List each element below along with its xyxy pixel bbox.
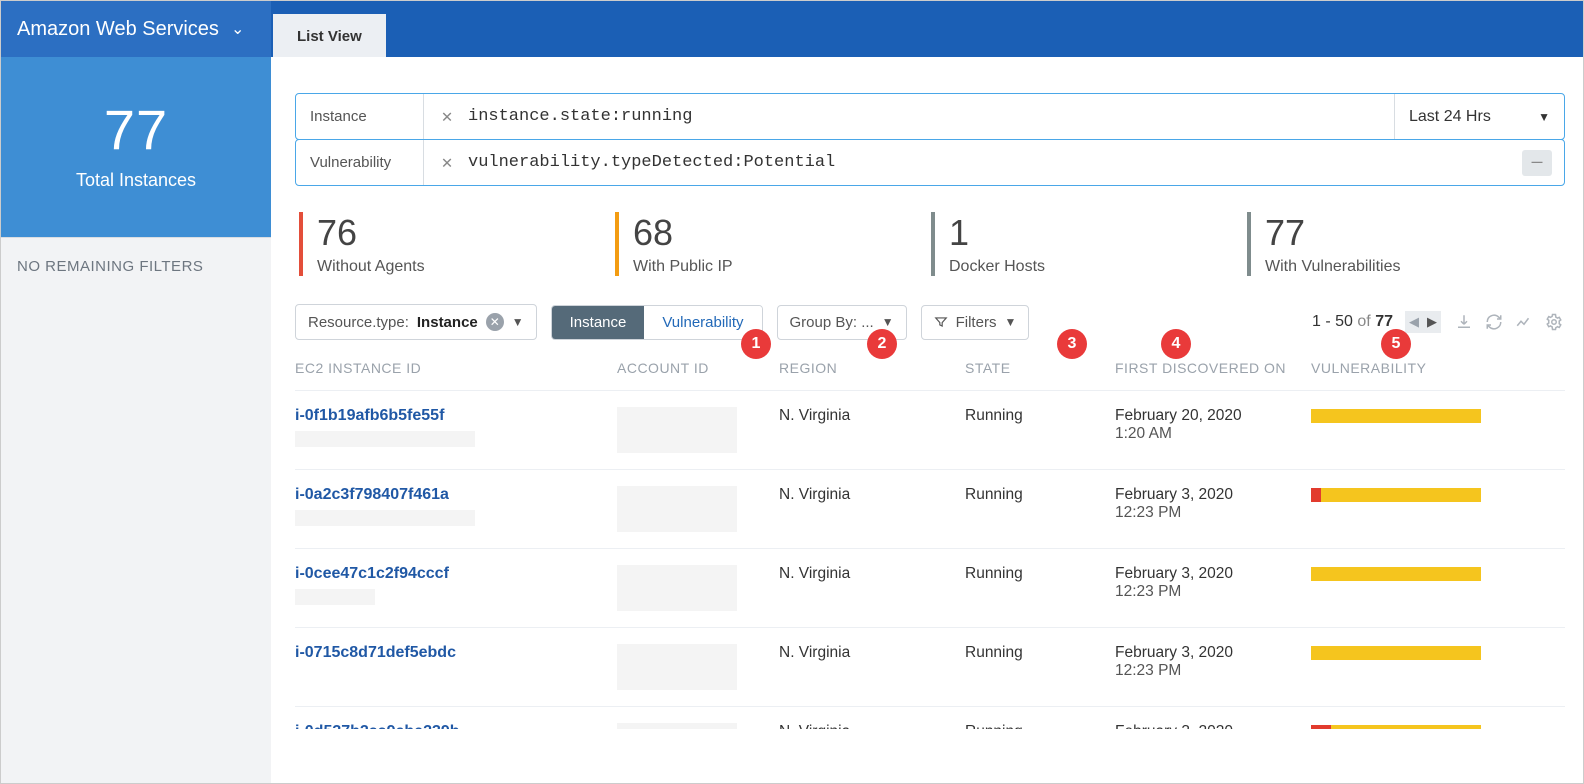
table-header: EC2 INSTANCE IDACCOUNT IDREGIONSTATEFIRS… [295, 360, 1565, 391]
instance-id-link[interactable]: i-0d537b2aa9ebe239b [295, 723, 617, 729]
stat-value: 68 [633, 212, 931, 254]
pagination-arrows: ◀ ▶ [1405, 311, 1441, 333]
time-range-dropdown[interactable]: Last 24 Hrs▼ [1394, 94, 1564, 139]
chevron-down-icon: ▼ [1004, 315, 1016, 329]
prev-page-button[interactable]: ◀ [1405, 311, 1423, 333]
filters-label: Filters [956, 314, 997, 331]
segment-instance[interactable]: Instance [552, 306, 645, 339]
instances-table: EC2 INSTANCE IDACCOUNT IDREGIONSTATEFIRS… [295, 360, 1565, 729]
filter-icon [934, 315, 948, 329]
search-row-label: Vulnerability [296, 140, 424, 185]
chevron-down-icon: ▼ [882, 315, 894, 329]
column-header[interactable]: FIRST DISCOVERED ON [1115, 360, 1311, 376]
callout-badge-4: 4 [1161, 329, 1191, 359]
refresh-icon[interactable] [1483, 311, 1505, 333]
instance-id-link[interactable]: i-0a2c3f798407f461a [295, 486, 617, 504]
next-page-button[interactable]: ▶ [1423, 311, 1441, 333]
table-body[interactable]: i-0f1b19afb6b5fe55fN. VirginiaRunningFeb… [295, 391, 1565, 729]
stat-without-agents[interactable]: 76 Without Agents [299, 212, 615, 276]
vulnerability-bar [1311, 646, 1481, 660]
close-icon[interactable]: ✕ [486, 313, 504, 331]
redacted [295, 510, 475, 526]
sidebar-filters: NO REMAINING FILTERS [1, 237, 271, 783]
search-query-text: vulnerability.typeDetected:Potential [468, 153, 835, 172]
search-row-label: Instance [296, 94, 424, 139]
instance-id-link[interactable]: i-0cee47c1c2f94cccf [295, 565, 617, 583]
provider-dropdown[interactable]: Amazon Web Services ⌄ [1, 1, 271, 57]
download-icon[interactable] [1453, 311, 1475, 333]
sidebar: 77 Total Instances NO REMAINING FILTERS [1, 57, 271, 783]
redacted [295, 589, 375, 605]
clear-icon[interactable]: ✕ [436, 106, 458, 128]
right-tools: 1 - 50 of 77 ◀ ▶ [1312, 311, 1565, 333]
no-remaining-filters-label: NO REMAINING FILTERS [17, 258, 255, 275]
search-row-vulnerability: Vulnerability ✕ vulnerability.typeDetected… [295, 139, 1565, 186]
stats-row: 76 Without Agents 68 With Public IP 1 Docker … [295, 212, 1565, 276]
table-row[interactable]: i-0f1b19afb6b5fe55fN. VirginiaRunningFeb… [295, 391, 1565, 470]
total-instances-card: 77 Total Instances [1, 57, 271, 237]
stat-docker-hosts[interactable]: 1 Docker Hosts [931, 212, 1247, 276]
column-header[interactable]: EC2 INSTANCE ID [295, 360, 617, 376]
filters-button[interactable]: Filters ▼ [921, 305, 1030, 340]
chevron-down-icon: ⌄ [231, 19, 244, 39]
column-header[interactable]: ACCOUNT ID [617, 360, 779, 376]
top-bar: Amazon Web Services ⌄ List View [1, 1, 1583, 57]
view-segment: InstanceVulnerability [551, 305, 763, 340]
instance-id-link[interactable]: i-0715c8d71def5ebdc [295, 644, 617, 662]
vulnerability-bar [1311, 409, 1481, 423]
resource-type-chip[interactable]: Resource.type: Instance ✕ ▼ [295, 304, 537, 340]
table-row[interactable]: i-0715c8d71def5ebdcN. VirginiaRunningFeb… [295, 628, 1565, 707]
total-instances-value: 77 [11, 97, 261, 162]
callout-badge-5: 5 [1381, 329, 1411, 359]
column-header[interactable]: REGION [779, 360, 965, 376]
main-panel: Instance ✕ instance.state:running Last 24 H… [271, 57, 1583, 783]
chart-icon[interactable] [1513, 311, 1535, 333]
redacted [617, 723, 737, 729]
stat-label: With Public IP [633, 258, 931, 276]
provider-label: Amazon Web Services [17, 18, 219, 41]
table-row[interactable]: i-0cee47c1c2f94cccfN. VirginiaRunningFeb… [295, 549, 1565, 628]
pagination-info: 1 - 50 of 77 [1312, 313, 1393, 331]
search-input[interactable]: ✕ instance.state:running [424, 94, 1394, 139]
callout-badge-3: 3 [1057, 329, 1087, 359]
column-header[interactable]: STATE [965, 360, 1115, 376]
resource-type-value: Instance [417, 314, 478, 331]
chevron-down-icon: ▼ [512, 315, 524, 329]
redacted [617, 407, 737, 453]
instance-id-link[interactable]: i-0f1b19afb6b5fe55f [295, 407, 617, 425]
stat-value: 77 [1265, 212, 1563, 254]
stat-with-public-ip[interactable]: 68 With Public IP [615, 212, 931, 276]
callout-badge-1: 1 [741, 329, 771, 359]
search-input[interactable]: ✕ vulnerability.typeDetected:Potential — [424, 140, 1564, 185]
total-instances-label: Total Instances [11, 170, 261, 191]
search-query-text: instance.state:running [468, 107, 692, 126]
stat-label: Docker Hosts [949, 258, 1247, 276]
vulnerability-bar [1311, 725, 1481, 729]
redacted [617, 644, 737, 690]
vulnerability-bar [1311, 567, 1481, 581]
redacted [617, 565, 737, 611]
vulnerability-bar [1311, 488, 1481, 502]
gear-icon[interactable] [1543, 311, 1565, 333]
tab-list-view[interactable]: List View [273, 14, 386, 57]
callout-badge-2: 2 [867, 329, 897, 359]
stat-label: With Vulnerabilities [1265, 258, 1563, 276]
tab-list: List View [271, 1, 386, 57]
resource-type-prefix: Resource.type: [308, 314, 409, 331]
redacted [617, 486, 737, 532]
controls-row: Resource.type: Instance ✕ ▼ InstanceVuln… [295, 304, 1565, 340]
stat-label: Without Agents [317, 258, 615, 276]
table-row[interactable]: i-0d537b2aa9ebe239bN. VirginiaRunningFeb… [295, 707, 1565, 729]
column-header[interactable]: VULNERABILITY [1311, 360, 1565, 376]
stat-value: 76 [317, 212, 615, 254]
stat-value: 1 [949, 212, 1247, 254]
search-filter-rows: Instance ✕ instance.state:running Last 24 H… [295, 93, 1565, 186]
collapse-icon[interactable]: — [1522, 150, 1552, 176]
group-by-label: Group By: ... [790, 314, 874, 331]
search-row-instance: Instance ✕ instance.state:running Last 24 H… [295, 93, 1565, 140]
clear-icon[interactable]: ✕ [436, 152, 458, 174]
table-row[interactable]: i-0a2c3f798407f461aN. VirginiaRunningFeb… [295, 470, 1565, 549]
redacted [295, 431, 475, 447]
stat-with-vulnerabilities[interactable]: 77 With Vulnerabilities [1247, 212, 1563, 276]
